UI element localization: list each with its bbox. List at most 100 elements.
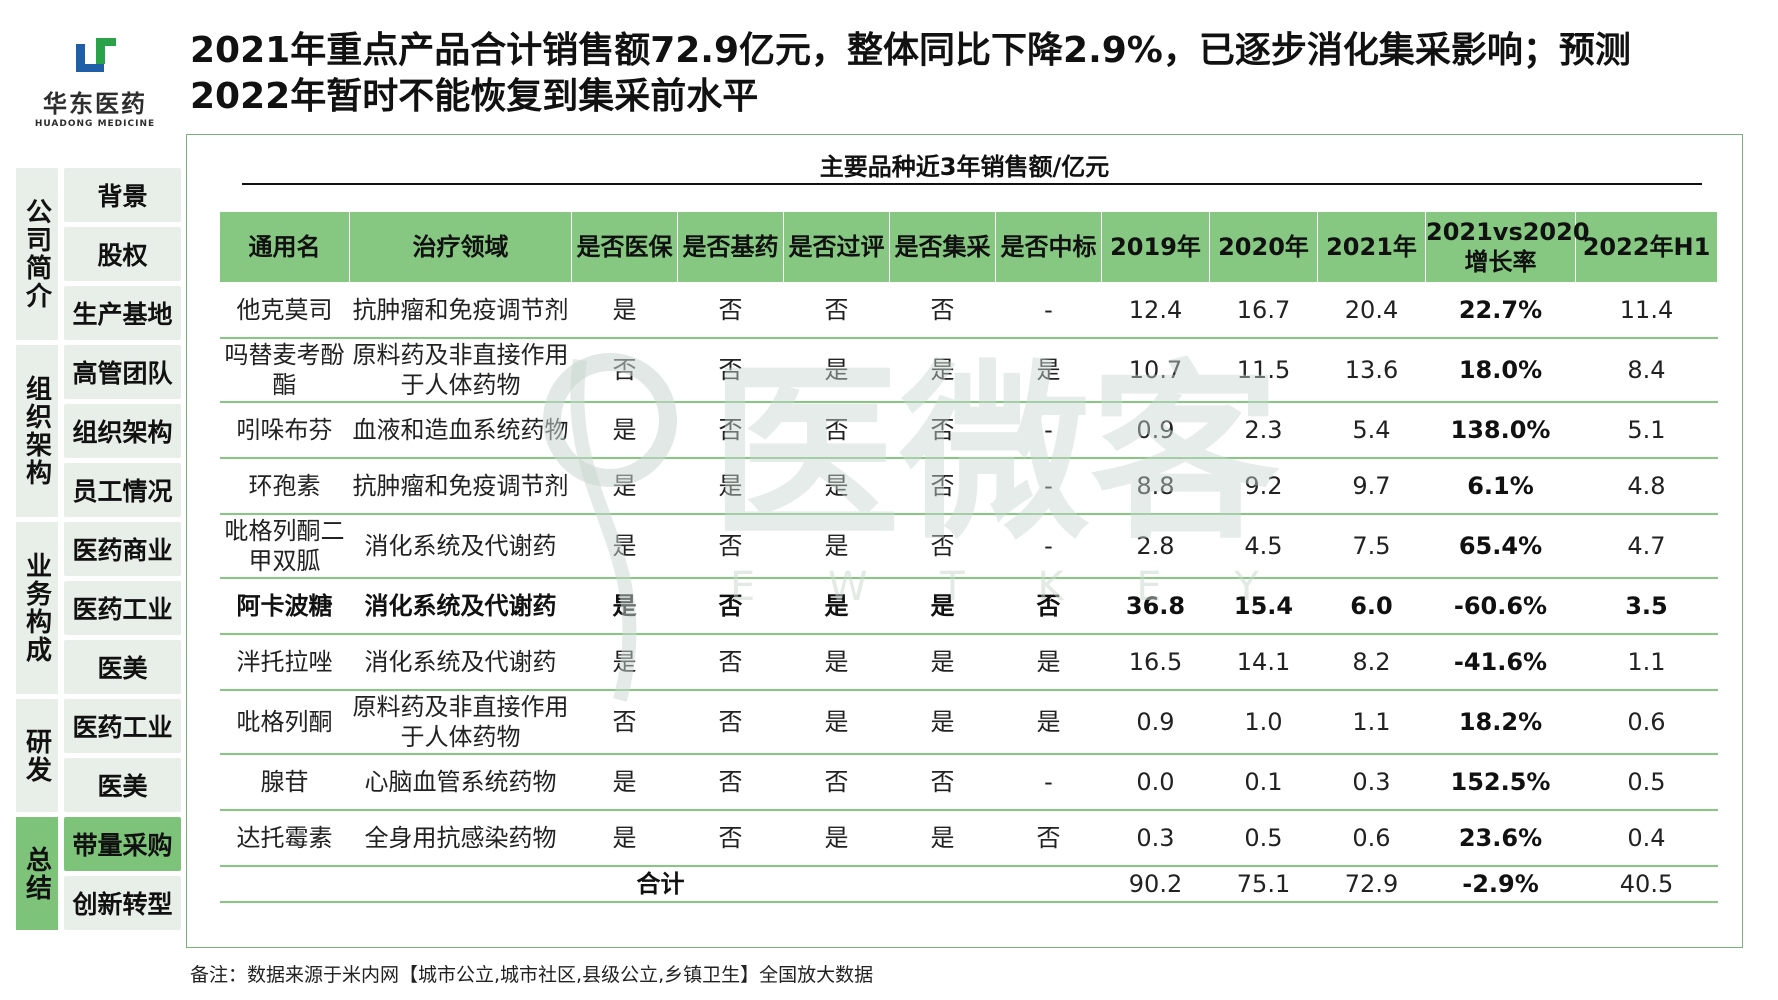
- table-cell: 是: [571, 458, 678, 515]
- table-cell: 否: [783, 402, 890, 459]
- nav-item-executive-team[interactable]: 高管团队: [64, 345, 181, 399]
- nav-group-summary: 总结 带量采购 创新转型: [16, 817, 181, 930]
- table-cell: 否: [677, 754, 784, 811]
- nav-item-equity[interactable]: 股权: [64, 227, 181, 281]
- table-cell: 4.8: [1575, 458, 1718, 515]
- table-cell: 否: [677, 282, 784, 339]
- table-row: 吡格列酮 原料药及非直接作用于人体药物否否是是是 0.9 1.0 1.1 18.2% 0.6: [219, 690, 1718, 755]
- table-cell: 否: [889, 282, 996, 339]
- table-cell: 是: [571, 634, 678, 691]
- table-cell: 0.3: [1101, 810, 1210, 867]
- total-cell: 72.9: [1317, 866, 1426, 903]
- nav-item-production-base[interactable]: 生产基地: [64, 286, 181, 340]
- table-cell: 是: [783, 634, 890, 691]
- table-cell: 0.9: [1101, 690, 1210, 755]
- sales-table: 通用名 治疗领域 是否医保 是否基药 是否过评 是否集采 是否中标 2019年 …: [219, 211, 1718, 903]
- source-note: 备注：数据来源于米内网【城市公立,城市社区,县级公立,乡镇卫生】全国放大数据: [190, 964, 874, 986]
- table-cell: 0.1: [1209, 754, 1318, 811]
- slide-title-line2: 2022年暂时不能恢复到集采前水平: [190, 76, 759, 117]
- content-panel: 主要品种近3年销售额/亿元 通用名 治疗领域 是否医保 是否基药 是否过评 是否…: [186, 134, 1743, 948]
- table-cell: 7.5: [1317, 514, 1426, 579]
- table-cell: 否: [677, 338, 784, 403]
- table-cell: 13.6: [1317, 338, 1426, 403]
- table-cell: 2.3: [1209, 402, 1318, 459]
- table-cell: 否: [677, 810, 784, 867]
- table-cell: 是: [571, 282, 678, 339]
- nav-group-label[interactable]: 研发: [16, 699, 58, 812]
- huadong-logo: 华东医药 HUADONG MEDICINE: [30, 38, 160, 129]
- table-cell: 0.0: [1101, 754, 1210, 811]
- table-cell: 否: [783, 754, 890, 811]
- table-cell: 65.4%: [1425, 514, 1576, 579]
- table-cell: 是: [783, 690, 890, 755]
- table-cell: 是: [783, 338, 890, 403]
- total-cell: 合计: [219, 866, 1102, 903]
- table-cell: 16.5: [1101, 634, 1210, 691]
- table-row: 达托霉素 全身用抗感染药物是否是是否 0.3 0.5 0.6 23.6% 0.4: [219, 810, 1718, 867]
- table-cell: 他克莫司: [219, 282, 350, 339]
- nav-item-volume-procurement[interactable]: 带量采购: [64, 817, 181, 871]
- table-cell: 0.5: [1209, 810, 1318, 867]
- header-cell: 是否基药: [677, 211, 784, 283]
- nav-item-innovation[interactable]: 创新转型: [64, 876, 181, 930]
- nav-group-label-active[interactable]: 总结: [16, 817, 58, 930]
- nav-item-org-structure[interactable]: 组织架构: [64, 404, 181, 458]
- sales-table-wrap: 通用名 治疗领域 是否医保 是否基药 是否过评 是否集采 是否中标 2019年 …: [219, 211, 1718, 903]
- table-cell: 否: [571, 690, 678, 755]
- table-cell: -: [995, 402, 1102, 459]
- table-cell: 20.4: [1317, 282, 1426, 339]
- table-cell: 抗肿瘤和免疫调节剂: [349, 458, 572, 515]
- table-cell: 9.2: [1209, 458, 1318, 515]
- table-cell: 10.7: [1101, 338, 1210, 403]
- table-cell: 全身用抗感染药物: [349, 810, 572, 867]
- table-cell: 心脑血管系统药物: [349, 754, 572, 811]
- header-cell: 2021vs2020增长率: [1425, 211, 1590, 283]
- table-cell: 否: [677, 690, 784, 755]
- table-cell: 0.9: [1101, 402, 1210, 459]
- table-cell: 0.4: [1575, 810, 1718, 867]
- logo-name-en: HUADONG MEDICINE: [34, 119, 156, 129]
- nav-item-staff[interactable]: 员工情况: [64, 463, 181, 517]
- table-row: 他克莫司 抗肿瘤和免疫调节剂是否否否 -12.4 16.7 20.4 22.7% 11.4: [219, 282, 1718, 339]
- table-cell: 6.0: [1317, 578, 1426, 635]
- table-cell: 否: [677, 402, 784, 459]
- table-header-row: 通用名 治疗领域 是否医保 是否基药 是否过评 是否集采 是否中标 2019年 …: [219, 211, 1718, 283]
- table-cell: 5.1: [1575, 402, 1718, 459]
- table-cell: 138.0%: [1425, 402, 1576, 459]
- table-cell: 8.8: [1101, 458, 1210, 515]
- nav-item-pharma-commerce[interactable]: 医药商业: [64, 522, 181, 576]
- nav-group-label[interactable]: 公司简介: [16, 168, 58, 340]
- table-body: 他克莫司 抗肿瘤和免疫调节剂是否否否 -12.4 16.7 20.4 22.7% 11.4 吗…: [219, 282, 1718, 903]
- nav-item-rnd-aesthetics[interactable]: 医美: [64, 758, 181, 812]
- table-cell: 是: [571, 578, 678, 635]
- nav-item-pharma-industry[interactable]: 医药工业: [64, 581, 181, 635]
- nav-item-background[interactable]: 背景: [64, 168, 181, 222]
- nav-item-rnd-pharma-industry[interactable]: 医药工业: [64, 699, 181, 753]
- header-cell: 是否医保: [571, 211, 678, 283]
- nav-group-rnd: 研发 医药工业 医美: [16, 699, 181, 812]
- header-cell: 2022年H1: [1575, 211, 1718, 283]
- slide-title-line1: 2021年重点产品合计销售额72.9亿元，整体同比下降2.9%，已逐步消化集采影…: [190, 30, 1631, 71]
- nav-item-aesthetics[interactable]: 医美: [64, 640, 181, 694]
- table-cell: 抗肿瘤和免疫调节剂: [349, 282, 572, 339]
- table-cell: 是: [889, 338, 996, 403]
- table-cell: 是: [783, 810, 890, 867]
- table-row: 环孢素 抗肿瘤和免疫调节剂是是是否 -8.8 9.2 9.7 6.1% 4.8: [219, 458, 1718, 515]
- title-divider: [242, 183, 1702, 185]
- table-cell: 腺苷: [219, 754, 350, 811]
- logo-name-cn: 华东医药: [43, 90, 147, 118]
- table-cell: 是: [571, 514, 678, 579]
- nav-group-label[interactable]: 业务构成: [16, 522, 58, 694]
- table-cell: 否: [783, 282, 890, 339]
- table-cell: 8.2: [1317, 634, 1426, 691]
- header-cell: 是否过评: [783, 211, 890, 283]
- header-cell: 治疗领域: [349, 211, 572, 283]
- table-cell: 吡格列酮二甲双胍: [219, 514, 350, 579]
- nav-group-label[interactable]: 组织架构: [16, 345, 58, 517]
- header-cell: 是否中标: [995, 211, 1102, 283]
- table-cell: 吲哚布芬: [219, 402, 350, 459]
- table-cell: 否: [889, 514, 996, 579]
- table-cell: 是: [995, 690, 1102, 755]
- header-cell: 通用名: [219, 211, 350, 283]
- table-cell: 否: [995, 810, 1102, 867]
